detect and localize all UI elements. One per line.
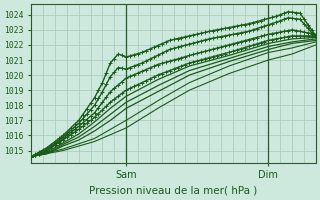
X-axis label: Pression niveau de la mer( hPa ): Pression niveau de la mer( hPa )	[90, 186, 258, 196]
